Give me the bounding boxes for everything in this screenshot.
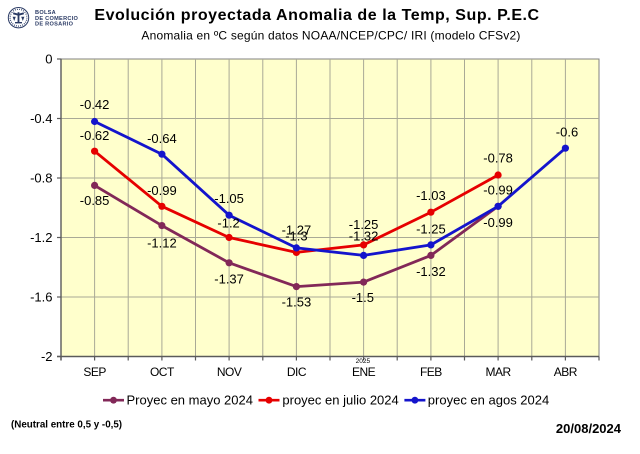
svg-text:0: 0 bbox=[45, 52, 52, 67]
svg-text:-1.37: -1.37 bbox=[214, 271, 244, 286]
svg-text:NOV: NOV bbox=[217, 365, 242, 379]
svg-text:-0.99: -0.99 bbox=[483, 183, 513, 198]
svg-text:DIC: DIC bbox=[287, 365, 307, 379]
svg-text:-1.25: -1.25 bbox=[416, 222, 446, 237]
svg-text:2025: 2025 bbox=[356, 358, 371, 365]
svg-text:Anomalia en ºC según datos NOA: Anomalia en ºC según datos NOAA/NCEP/CPC… bbox=[141, 29, 520, 43]
svg-text:-0.99: -0.99 bbox=[147, 183, 177, 198]
svg-text:-1.2: -1.2 bbox=[217, 216, 239, 231]
svg-text:-1.5: -1.5 bbox=[352, 290, 374, 305]
svg-text:-1.53: -1.53 bbox=[282, 294, 312, 309]
svg-text:-1.03: -1.03 bbox=[416, 188, 446, 203]
svg-text:ABR: ABR bbox=[554, 365, 578, 379]
svg-text:-1.27: -1.27 bbox=[282, 223, 312, 238]
svg-text:-2: -2 bbox=[41, 349, 53, 364]
svg-text:Evolución proyectada Anomalia: Evolución proyectada Anomalia de la Temp… bbox=[94, 7, 539, 24]
svg-text:DE ROSARIO: DE ROSARIO bbox=[35, 21, 74, 27]
svg-text:proyec en julio 2024: proyec en julio 2024 bbox=[282, 393, 398, 408]
svg-text:Proyec en mayo 2024: Proyec en mayo 2024 bbox=[127, 393, 253, 408]
svg-text:-1.6: -1.6 bbox=[30, 290, 52, 305]
svg-text:proyec en agos 2024: proyec en agos 2024 bbox=[428, 393, 549, 408]
svg-text:-0.64: -0.64 bbox=[147, 131, 177, 146]
svg-text:-0.62: -0.62 bbox=[80, 128, 110, 143]
svg-text:-1.25: -1.25 bbox=[349, 217, 379, 232]
svg-text:-0.8: -0.8 bbox=[30, 171, 52, 186]
svg-text:BOLSA: BOLSA bbox=[35, 10, 56, 16]
svg-text:-1.3: -1.3 bbox=[285, 229, 307, 244]
svg-text:SEP: SEP bbox=[83, 365, 106, 379]
svg-text:OCT: OCT bbox=[150, 365, 175, 379]
svg-text:FEB: FEB bbox=[420, 365, 442, 379]
svg-text:-0.42: -0.42 bbox=[80, 97, 110, 112]
svg-text:-1.05: -1.05 bbox=[214, 191, 244, 206]
svg-text:-1.2: -1.2 bbox=[30, 230, 52, 245]
svg-text:-0.6: -0.6 bbox=[556, 124, 578, 139]
svg-text:-1.32: -1.32 bbox=[416, 264, 446, 279]
svg-text:MAR: MAR bbox=[486, 365, 512, 379]
svg-text:(Neutral entre 0,5 y -0,5): (Neutral entre 0,5 y -0,5) bbox=[11, 420, 122, 431]
svg-text:-1.12: -1.12 bbox=[147, 235, 177, 250]
svg-text:-0.4: -0.4 bbox=[30, 111, 52, 126]
svg-text:DE COMERCIO: DE COMERCIO bbox=[35, 16, 79, 22]
svg-text:-1.32: -1.32 bbox=[349, 229, 379, 244]
svg-text:-0.99: -0.99 bbox=[483, 215, 513, 230]
svg-text:ENE: ENE bbox=[352, 365, 376, 379]
svg-text:-0.78: -0.78 bbox=[483, 150, 513, 165]
svg-text:-0.85: -0.85 bbox=[80, 193, 110, 208]
svg-text:20/08/2024: 20/08/2024 bbox=[556, 421, 622, 436]
